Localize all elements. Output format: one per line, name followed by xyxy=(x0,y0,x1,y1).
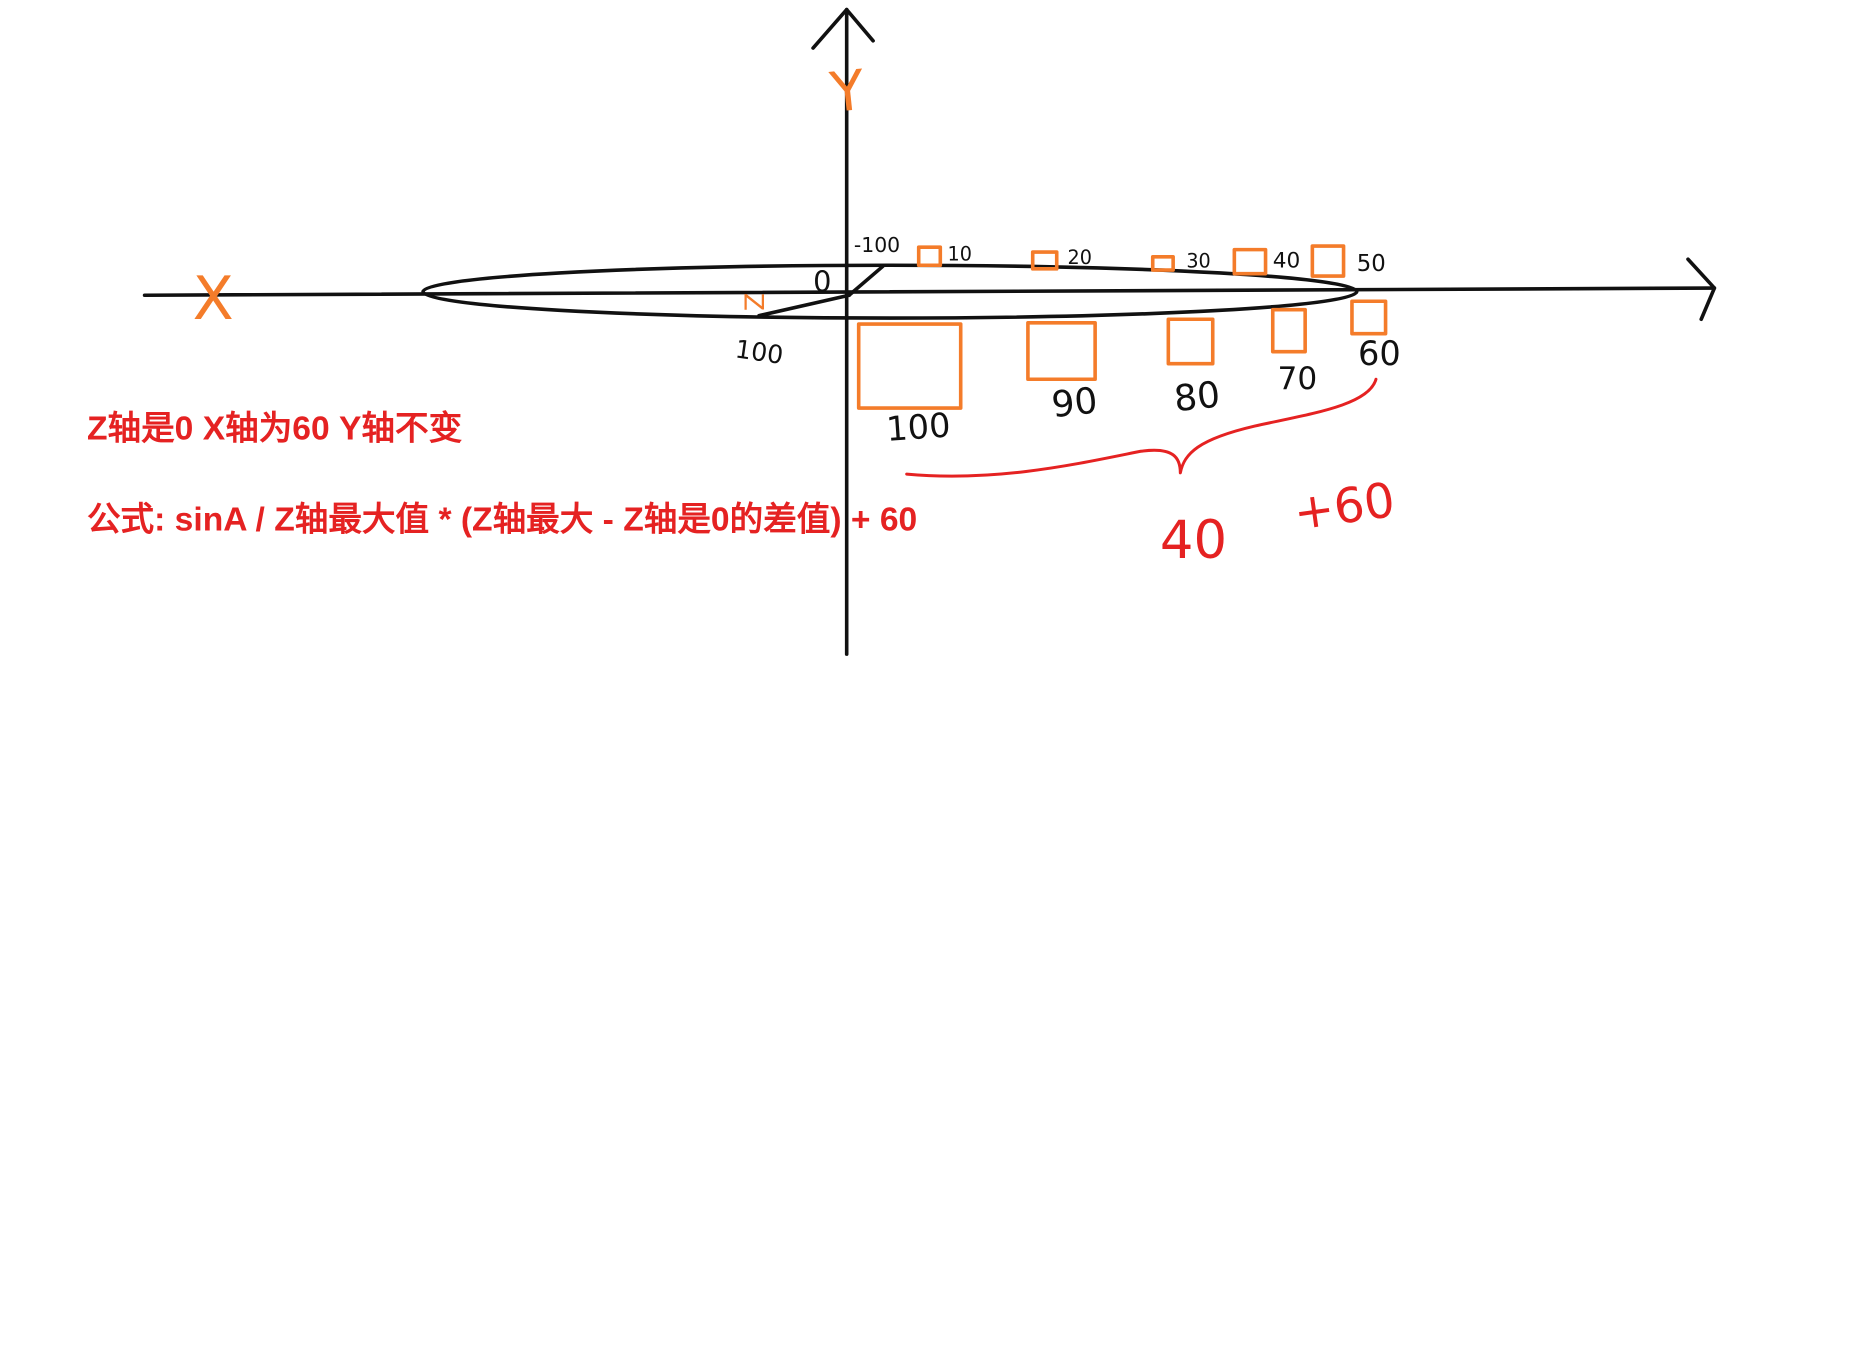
box-10-label: 10 xyxy=(948,242,972,265)
z-front-label: 100 xyxy=(733,335,785,370)
box-90-label: 90 xyxy=(1050,381,1100,427)
box-50 xyxy=(1310,244,1346,278)
z-back-label: -100 xyxy=(854,233,900,257)
box-40-label: 40 xyxy=(1273,249,1300,274)
y-axis xyxy=(811,7,875,656)
box-20-label: 20 xyxy=(1068,246,1092,269)
offset-value: +60 xyxy=(1290,472,1398,542)
y-axis-label: Y xyxy=(826,59,867,126)
box-30-label: 30 xyxy=(1186,250,1210,273)
box-60-label: 60 xyxy=(1358,334,1401,373)
box-60 xyxy=(1350,299,1388,336)
lower-boxes: 100 90 80 70 60 xyxy=(856,299,1401,449)
box-40 xyxy=(1232,247,1268,276)
box-80 xyxy=(1166,317,1215,366)
box-70 xyxy=(1270,307,1307,354)
note-line-2: 公式: sinA / Z轴最大值 * (Z轴最大 - Z轴是0的差值) + 60 xyxy=(87,500,917,538)
brace-value: 40 xyxy=(1160,510,1227,571)
box-70-label: 70 xyxy=(1278,361,1318,397)
box-30 xyxy=(1150,255,1175,272)
box-100 xyxy=(856,322,963,410)
box-90 xyxy=(1026,321,1097,382)
box-100-label: 100 xyxy=(885,406,952,449)
note-line-1: Z轴是0 X轴为60 Y轴不变 xyxy=(87,409,463,447)
z-axis xyxy=(757,264,885,318)
z-orbit-ellipse xyxy=(421,263,1359,320)
red-brace xyxy=(905,377,1378,478)
x-axis xyxy=(142,257,1717,322)
box-80-label: 80 xyxy=(1172,375,1222,421)
z-axis-label: Z xyxy=(738,293,769,311)
angle-label: 0 xyxy=(813,265,831,299)
box-20 xyxy=(1030,250,1059,271)
upper-boxes: 10 20 30 40 50 xyxy=(916,242,1386,278)
x-axis-label: X xyxy=(193,264,234,334)
box-50-label: 50 xyxy=(1357,251,1386,277)
box-10 xyxy=(916,245,943,268)
